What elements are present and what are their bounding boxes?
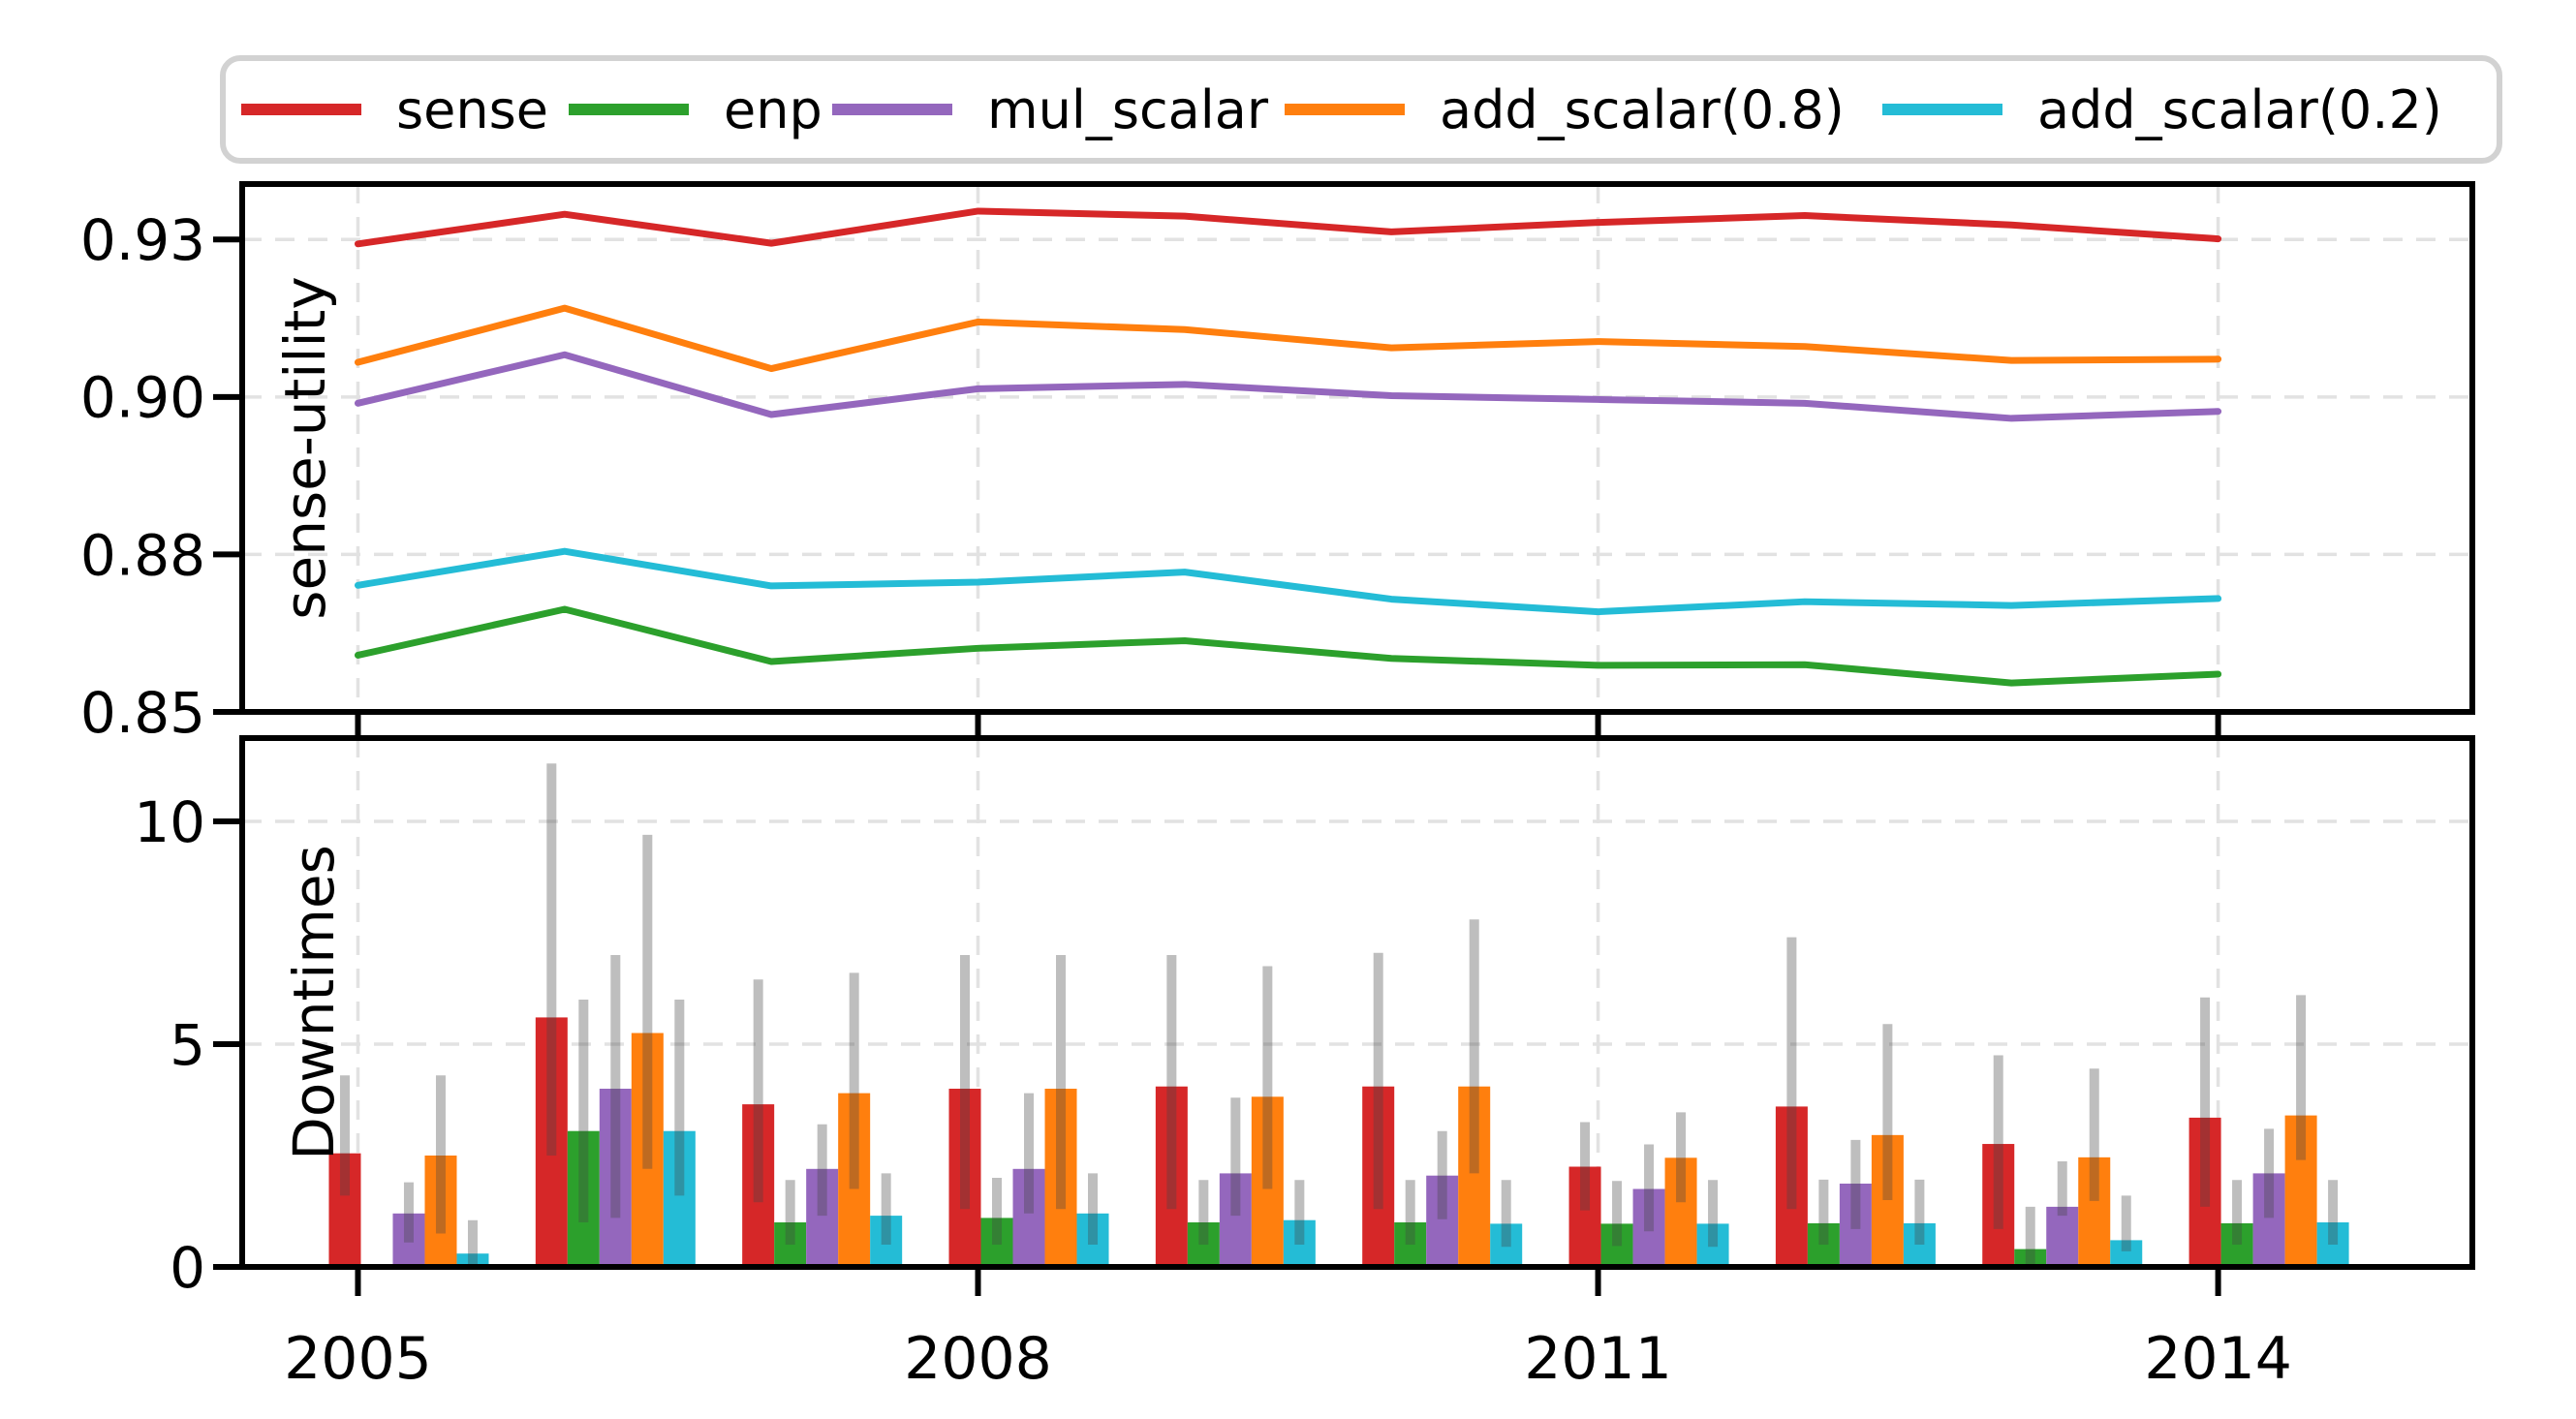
bar	[1251, 1096, 1284, 1267]
x-tick-label: 2011	[1524, 1325, 1672, 1393]
bar	[806, 1168, 839, 1267]
bars-mul_scalar	[392, 1089, 2285, 1267]
subplot-downtimes-frame: 0 5 10 2005 2008 2011 2014 Downtimes	[134, 735, 2475, 1393]
y-tick-label: 10	[134, 789, 205, 855]
x-tick-label: 2014	[2144, 1325, 2292, 1393]
bar	[980, 1218, 1013, 1267]
bar	[1012, 1168, 1045, 1267]
bar	[1982, 1144, 2015, 1267]
y-tick-label: 5	[170, 1012, 205, 1078]
bar	[2046, 1206, 2079, 1267]
bar	[328, 1153, 361, 1267]
bar	[2014, 1249, 2047, 1267]
bar	[2284, 1115, 2317, 1267]
bar	[1394, 1222, 1427, 1267]
y-tick-label: 0.88	[80, 522, 205, 588]
bar	[1696, 1223, 1729, 1267]
subplot-sense-utility	[242, 184, 2472, 714]
bar	[663, 1130, 696, 1267]
bar	[870, 1216, 903, 1267]
legend-label: mul_scalar	[987, 79, 1269, 140]
y-tick-label: 0.85	[80, 680, 205, 746]
legend-entry-mul_scalar: mul_scalar	[832, 79, 1269, 140]
legend-entry-enp: enp	[569, 79, 822, 140]
bar	[2188, 1117, 2221, 1267]
line-add_scalar(0.2)	[354, 547, 2222, 616]
legend: sense enp mul_scalar add_scalar(0.8) add_sca…	[220, 55, 2502, 164]
bar	[392, 1213, 425, 1267]
line-series	[354, 207, 2222, 687]
bar	[1775, 1106, 1808, 1267]
legend-entry-add_scalar(0.2): add_scalar(0.2)	[1882, 79, 2442, 140]
bar	[1903, 1222, 1936, 1267]
line-sense	[354, 207, 2222, 248]
bar	[1362, 1086, 1395, 1267]
legend-label: enp	[724, 79, 822, 140]
bar	[631, 1033, 664, 1267]
bar	[1871, 1134, 1904, 1267]
bar	[1219, 1173, 1252, 1267]
legend-entry-sense: sense	[241, 79, 548, 140]
bar	[1490, 1223, 1523, 1267]
legend-label: sense	[396, 79, 548, 140]
bar	[1187, 1222, 1220, 1267]
bar	[838, 1093, 871, 1267]
line-mul_scalar	[354, 351, 2222, 422]
subplot-sense-utility-frame: 0.85 0.88 0.90 0.93 sense-utility	[80, 181, 2475, 746]
bar	[1839, 1183, 1872, 1267]
bar	[1600, 1223, 1633, 1267]
y-tick-label: 0.93	[80, 207, 205, 273]
bar	[1458, 1086, 1491, 1267]
bar	[456, 1253, 489, 1267]
bar	[2078, 1157, 2111, 1267]
x-tick-label: 2005	[284, 1325, 432, 1393]
bar	[2252, 1173, 2285, 1267]
bars-enp	[567, 1130, 2253, 1267]
y-axis-label: Downtimes	[281, 845, 347, 1160]
bars-sense	[328, 1017, 2221, 1267]
bar	[1076, 1213, 1109, 1267]
bar	[1632, 1188, 1665, 1267]
bar	[1426, 1175, 1459, 1267]
y-tick-label: 0	[170, 1235, 205, 1301]
bar	[599, 1089, 632, 1267]
bar	[774, 1222, 807, 1267]
bars-add_scalar(0.2)	[456, 1130, 2349, 1267]
bar	[1568, 1166, 1601, 1267]
bar	[1283, 1219, 1316, 1267]
bar	[948, 1089, 981, 1267]
bar	[567, 1130, 600, 1267]
bar	[1807, 1222, 1840, 1267]
bar	[2110, 1240, 2143, 1267]
bar	[1664, 1157, 1697, 1267]
bar	[2220, 1222, 2253, 1267]
bar	[742, 1104, 775, 1267]
line-add_scalar(0.8)	[354, 304, 2222, 373]
y-tick-label: 0.90	[80, 365, 205, 431]
line-enp	[354, 605, 2222, 687]
bar	[1155, 1086, 1188, 1267]
y-axis-label: sense-utility	[272, 276, 338, 619]
bar	[1044, 1089, 1077, 1267]
x-tick-label: 2008	[904, 1325, 1052, 1393]
error-bars	[339, 763, 2339, 1267]
bar	[424, 1156, 457, 1267]
bar-series	[328, 1017, 2349, 1267]
bar	[2316, 1222, 2349, 1267]
legend-label: add_scalar(0.2)	[2037, 79, 2442, 140]
bars-add_scalar(0.8)	[424, 1033, 2317, 1267]
legend-label: add_scalar(0.8)	[1440, 79, 1845, 140]
bar	[535, 1017, 568, 1267]
legend-entry-add_scalar(0.8): add_scalar(0.8)	[1285, 79, 1845, 140]
